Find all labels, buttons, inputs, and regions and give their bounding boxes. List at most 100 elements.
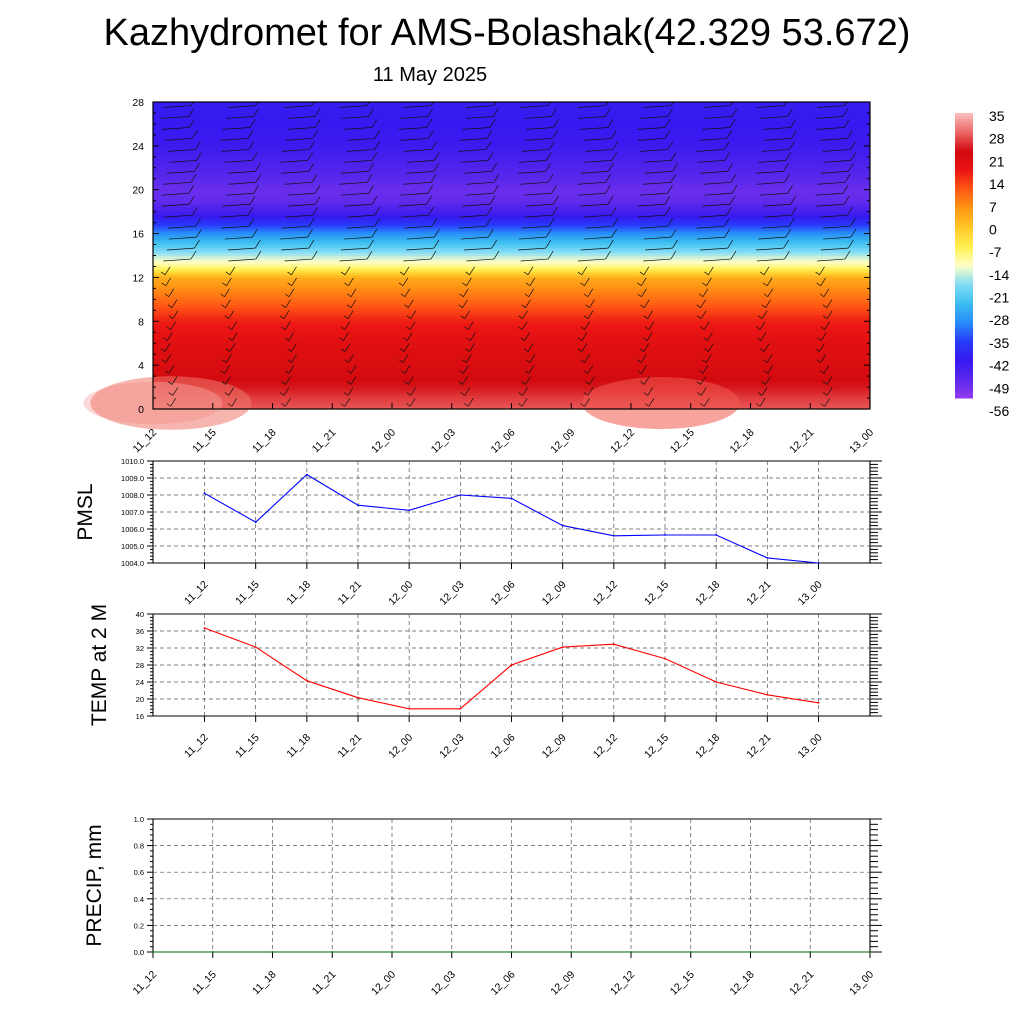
- colorbar-segment: [955, 237, 973, 242]
- wind-barb: [164, 370, 170, 374]
- colorbar-segment: [955, 297, 973, 301]
- colorbar-label: -21: [989, 290, 1009, 306]
- data-point: [510, 664, 513, 666]
- colorbar-segment: [955, 197, 973, 201]
- wind-barb: [823, 236, 851, 240]
- wind-barb: [524, 293, 530, 298]
- wind-barb-flag: [247, 207, 254, 216]
- panel-xtick-label: 11_18: [284, 579, 313, 608]
- wind-barb: [458, 149, 487, 152]
- wind-barb-flag: [525, 299, 531, 308]
- wind-barb: [465, 116, 494, 119]
- wind-barb: [346, 381, 352, 385]
- heatmap-band: [153, 151, 870, 155]
- wind-barb-flag: [784, 174, 790, 183]
- wind-barb: [281, 225, 310, 229]
- wind-barb-flag: [587, 365, 594, 374]
- heatmap-band: [153, 282, 870, 287]
- wind-barb: [819, 293, 825, 298]
- wind-barb-flag: [551, 108, 557, 117]
- wind-barb: [222, 127, 251, 130]
- wind-barb: [287, 348, 292, 352]
- wind-barb-flag: [192, 207, 198, 216]
- wind-barb-flag: [848, 163, 854, 172]
- colorbar-segment: [955, 126, 973, 130]
- wind-barb-flag: [587, 387, 594, 396]
- wind-barb: [167, 304, 173, 308]
- wind-barb-flag: [314, 108, 321, 117]
- wind-barb-flag: [730, 102, 734, 106]
- wind-barb-flag: [708, 343, 714, 352]
- wind-barb-flag: [433, 163, 440, 172]
- wind-barb: [163, 337, 168, 341]
- wind-barb: [344, 282, 349, 287]
- wind-barb-flag: [765, 376, 771, 385]
- wind-barb: [221, 225, 250, 229]
- panel-ytick-label: 0.0: [134, 948, 144, 957]
- wind-barb: [822, 225, 851, 229]
- heatmap-band: [153, 239, 870, 243]
- colorbar-segment: [955, 305, 973, 309]
- wind-barb-flag: [608, 239, 614, 249]
- colorbar-segment: [955, 343, 973, 347]
- wind-barb-flag: [700, 387, 707, 396]
- wind-barb: [403, 105, 432, 108]
- wind-barb: [221, 381, 226, 385]
- wind-barb-flag: [819, 266, 825, 275]
- colorbar-segment: [955, 205, 973, 209]
- panel-xtick-label: 11_21: [310, 969, 339, 998]
- wind-barb: [287, 116, 315, 119]
- wind-barb-flag: [525, 376, 531, 385]
- heatmap-band: [153, 118, 870, 122]
- colorbar-segment: [955, 338, 973, 342]
- wind-barb-flag: [842, 185, 849, 194]
- heatmap-band: [153, 269, 870, 273]
- wind-barb-flag: [166, 332, 173, 341]
- wind-barb-flag: [374, 217, 380, 227]
- wind-barb: [823, 392, 828, 396]
- wind-barb: [521, 304, 526, 308]
- wind-barb-flag: [644, 376, 650, 385]
- wind-barb: [404, 381, 409, 385]
- wind-barb: [166, 326, 171, 330]
- wind-barb: [167, 381, 173, 385]
- heatmap-xtick-label: 12_00: [369, 427, 398, 456]
- wind-barb-flag: [431, 217, 438, 227]
- wind-barb: [760, 192, 788, 196]
- colorbar-segment: [955, 354, 973, 358]
- colorbar-segment: [955, 395, 973, 399]
- wind-barb: [281, 170, 309, 174]
- wind-barb: [406, 326, 411, 330]
- warm-surface-patch: [581, 377, 740, 429]
- wind-barb-flag: [724, 152, 730, 161]
- heatmap-band: [153, 200, 870, 205]
- wind-barb-flag: [254, 163, 261, 172]
- heatmap-xtick-label: 13_00: [847, 427, 876, 456]
- wind-barb-flag: [225, 376, 231, 385]
- heatmap-ytick-label: 20: [132, 185, 144, 197]
- heatmap-band: [153, 293, 870, 298]
- wind-barb-flag: [171, 376, 178, 385]
- wind-barb-flag: [288, 332, 294, 341]
- heatmap-xtick-label: 12_09: [548, 427, 577, 456]
- wind-barb-flag: [195, 217, 201, 227]
- wind-barb: [643, 392, 648, 396]
- panel-ytick-label: 1004.0: [121, 559, 144, 568]
- panel-xtick-label: 11_15: [190, 969, 219, 998]
- heatmap-band: [153, 203, 870, 207]
- wind-barb-flag: [640, 277, 647, 286]
- wind-barb-flag: [371, 228, 378, 238]
- heatmap-band: [153, 247, 870, 251]
- wind-barb-flag: [723, 217, 730, 227]
- wind-barb: [756, 170, 784, 174]
- wind-barb-flag: [648, 398, 655, 407]
- wind-barb-flag: [403, 343, 410, 352]
- data-point: [817, 562, 820, 564]
- heatmap-band: [153, 356, 870, 361]
- wind-barb-flag: [231, 332, 238, 341]
- colorbar-segment: [955, 240, 973, 244]
- heatmap-band: [153, 167, 870, 172]
- wind-barb-flag: [823, 288, 830, 297]
- colorbar-segment: [955, 289, 973, 293]
- heatmap-band: [153, 326, 870, 331]
